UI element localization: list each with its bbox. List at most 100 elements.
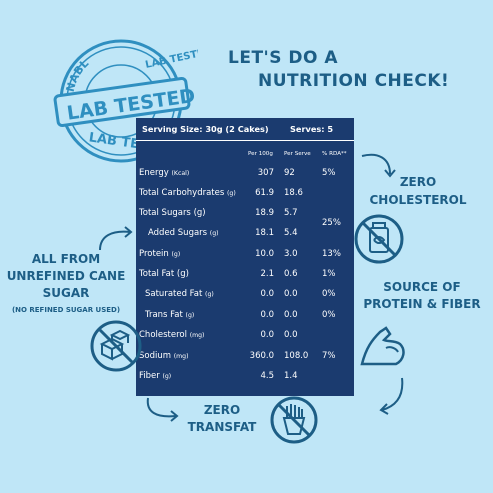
nutrient-label: Protein (g) xyxy=(139,249,180,259)
nutrient-unit: (g) xyxy=(162,373,172,380)
value-perserve: 18.6 xyxy=(284,188,303,198)
nutrient-name: Cholesterol xyxy=(139,330,187,340)
nutrient-unit: (Kcal) xyxy=(171,170,190,177)
sugars-rda: 25% xyxy=(322,218,341,228)
cane-line4: (NO REFINED SUGAR USED) xyxy=(11,306,121,314)
nutrient-unit: (mg) xyxy=(173,353,189,360)
nutrition-row: Total Sugars (g) 18.9 5.7 xyxy=(136,208,354,228)
nutrition-row: Fiber (g) 4.5 1.4 xyxy=(136,371,354,391)
nutrient-name: Trans Fat xyxy=(145,310,183,320)
value-rda: 0% xyxy=(322,289,336,299)
nutrient-name: Energy xyxy=(139,168,169,178)
lab-tested-stamp-icon: NABL LAB TESTED LAB TESTED LAB TE xyxy=(53,39,198,163)
value-rda: 0% xyxy=(322,310,336,320)
nutrient-label: Saturated Fat (g) xyxy=(145,289,214,299)
headline-line1: LET'S DO A xyxy=(228,48,339,68)
protein-line2: PROTEIN & FIBER xyxy=(363,297,481,311)
nutrient-label: Total Fat (g) xyxy=(139,269,189,279)
serving-size: Serving Size: 30g (2 Cakes) xyxy=(142,124,269,134)
value-per100: 61.9 xyxy=(255,188,274,198)
value-per100: 4.5 xyxy=(260,371,274,381)
nutrition-row: Energy (Kcal) 307 92 5% xyxy=(136,168,354,188)
curved-arrow-icon xyxy=(99,226,133,251)
value-perserve: 5.7 xyxy=(284,208,298,218)
value-perserve: 92 xyxy=(284,168,295,178)
nutrient-label: Energy (Kcal) xyxy=(139,168,189,178)
nutrient-name: Saturated Fat xyxy=(145,289,203,299)
nutrient-unit: (mg) xyxy=(189,332,205,339)
value-rda: 7% xyxy=(322,351,336,361)
nutrition-row: Cholesterol (mg) 0.0 0.0 xyxy=(136,330,354,350)
nutrient-label: Cholesterol (mg) xyxy=(139,330,204,340)
flexed-arm-icon xyxy=(360,326,405,366)
nutrient-label: Added Sugars (g) xyxy=(148,228,219,238)
zero-cholesterol-line2: CHOLESTEROL xyxy=(369,193,467,207)
nutrition-row: Saturated Fat (g) 0.0 0.0 0% xyxy=(136,289,354,309)
value-perserve: 0.0 xyxy=(284,330,298,340)
nutrient-unit: (g) xyxy=(227,190,236,197)
value-perserve: 1.4 xyxy=(284,371,298,381)
zero-transfat-line1: ZERO xyxy=(203,403,241,417)
nutrient-name: Fiber xyxy=(139,371,160,381)
nutrient-unit: (g) xyxy=(185,312,195,319)
cane-line1: ALL FROM xyxy=(31,252,101,266)
nutrition-panel: Serving Size: 30g (2 Cakes) Serves: 5 Pe… xyxy=(136,118,354,396)
nutrient-label: Sodium (mg) xyxy=(139,351,189,361)
value-rda: 13% xyxy=(322,249,341,259)
value-per100: 307 xyxy=(257,168,274,178)
nutrition-row: Trans Fat (g) 0.0 0.0 0% xyxy=(136,310,354,330)
value-per100: 0.0 xyxy=(260,310,274,320)
nutrient-name: Sodium xyxy=(139,351,172,361)
nutrient-name: Total Fat (g) xyxy=(139,269,189,279)
nutrient-label: Total Carbohydrates (g) xyxy=(139,188,236,198)
curved-arrow-icon xyxy=(379,377,404,415)
serves-count: Serves: 5 xyxy=(290,124,334,134)
nutrition-row: Total Carbohydrates (g) 61.9 18.6 xyxy=(136,188,354,208)
value-perserve: 0.0 xyxy=(284,289,298,299)
value-per100: 10.0 xyxy=(255,249,274,259)
fries-crossed-icon xyxy=(270,396,318,444)
nutrient-label: Fiber (g) xyxy=(139,371,171,381)
value-perserve: 3.0 xyxy=(284,249,298,259)
protein-line1: SOURCE OF xyxy=(383,280,461,294)
nutrient-name: Total Carbohydrates xyxy=(139,188,225,198)
sugar-cubes-crossed-icon xyxy=(90,320,142,372)
curved-arrow-icon xyxy=(146,397,179,422)
value-perserve: 0.6 xyxy=(284,269,298,279)
value-rda: 1% xyxy=(322,269,336,279)
headline-line2: NUTRITION CHECK! xyxy=(258,71,450,91)
col-perserve: Per Serve xyxy=(284,151,311,157)
value-per100: 0.0 xyxy=(260,330,274,340)
col-per100: Per 100g xyxy=(248,151,273,157)
value-per100: 360.0 xyxy=(249,351,274,361)
value-perserve: 108.0 xyxy=(284,351,309,361)
nutrient-unit: (g) xyxy=(205,291,214,298)
cane-line3: SUGAR xyxy=(42,286,90,300)
nutrient-name: Added Sugars xyxy=(148,228,208,238)
zero-transfat-line2: TRANSFAT xyxy=(187,420,257,434)
col-rda: % RDA** xyxy=(322,151,347,157)
oil-jar-crossed-icon xyxy=(354,214,404,264)
value-per100: 18.9 xyxy=(255,208,274,218)
nutrition-row: Protein (g) 10.0 3.0 13% xyxy=(136,249,354,269)
nutrition-row: Total Fat (g) 2.1 0.6 1% xyxy=(136,269,354,289)
zero-cholesterol-line1: ZERO xyxy=(399,175,437,189)
nutrient-unit: (g) xyxy=(171,251,181,258)
nutrient-label: Trans Fat (g) xyxy=(145,310,194,320)
curved-arrow-icon xyxy=(361,153,396,178)
value-per100: 18.1 xyxy=(255,228,274,238)
value-per100: 2.1 xyxy=(260,269,274,279)
nutrition-row: Sodium (mg) 360.0 108.0 7% xyxy=(136,351,354,371)
nutrient-name: Protein xyxy=(139,249,169,259)
nutrient-unit: (g) xyxy=(209,230,219,237)
nutrition-row: Added Sugars (g) 18.1 5.4 xyxy=(136,228,354,248)
value-perserve: 5.4 xyxy=(284,228,298,238)
nutrient-name: Total Sugars (g) xyxy=(139,208,206,218)
nutrient-label: Total Sugars (g) xyxy=(139,208,206,218)
cane-line2: UNREFINED CANE xyxy=(6,269,126,283)
panel-header: Serving Size: 30g (2 Cakes) Serves: 5 xyxy=(136,118,354,141)
value-per100: 0.0 xyxy=(260,289,274,299)
value-perserve: 0.0 xyxy=(284,310,298,320)
stamp-line3: LAB TE xyxy=(88,130,140,152)
value-rda: 5% xyxy=(322,168,336,178)
